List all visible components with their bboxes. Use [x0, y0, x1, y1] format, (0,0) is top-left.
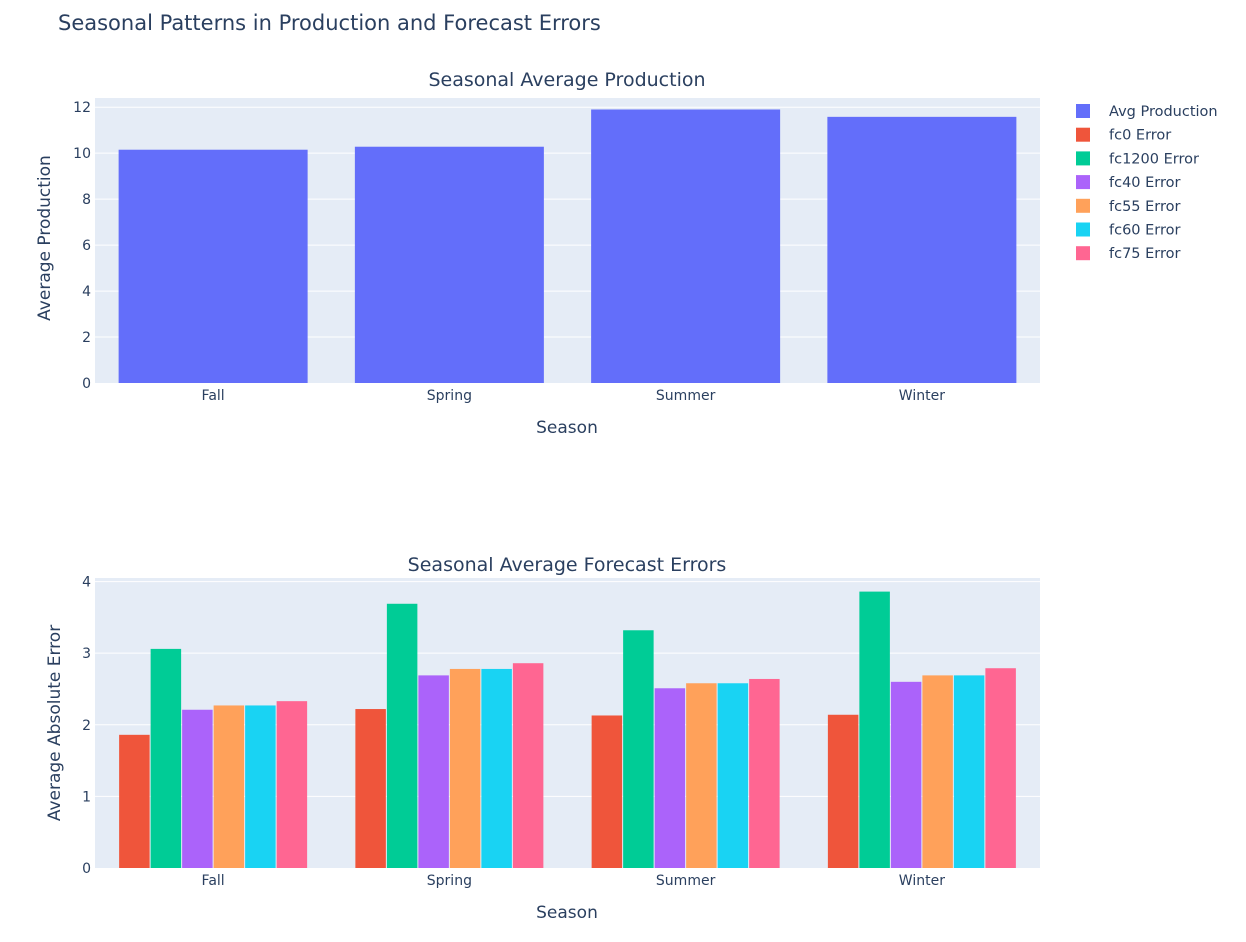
- forecast-error-bar[interactable]: [591, 715, 623, 868]
- forecast-error-bar[interactable]: [150, 648, 182, 868]
- production-y-tick-label: 6: [82, 238, 91, 254]
- forecast-error-bar[interactable]: [355, 709, 386, 868]
- legend-swatch: [1076, 222, 1090, 237]
- production-y-tick-label: 10: [73, 146, 91, 162]
- production-chart: Seasonal Average Production 0 2 4 6 8 10 12 Fa…: [35, 69, 1040, 438]
- forecast-error-y-ticks: 0 1 2 3 4: [82, 575, 91, 877]
- forecast-error-bar[interactable]: [827, 714, 859, 868]
- forecast-error-bar[interactable]: [623, 630, 654, 868]
- legend-item[interactable]: fc60 Error: [1076, 222, 1181, 239]
- forecast-error-bar[interactable]: [245, 705, 276, 868]
- forecast-error-bar[interactable]: [953, 675, 985, 868]
- legend-swatch: [1076, 127, 1090, 142]
- production-y-tick-label: 4: [82, 284, 91, 300]
- forecast-error-bar[interactable]: [418, 675, 449, 868]
- legend-label: fc40 Error: [1109, 175, 1181, 191]
- forecast-error-bar[interactable]: [449, 668, 481, 868]
- forecast-error-bar[interactable]: [512, 663, 544, 868]
- production-y-tick-label: 12: [73, 100, 91, 116]
- forecast-error-x-tick-label: Fall: [202, 873, 225, 889]
- legend-label: Avg Production: [1109, 104, 1218, 120]
- legend-swatch: [1076, 198, 1090, 213]
- production-y-tick-label: 2: [82, 330, 91, 346]
- forecast-error-chart: Seasonal Average Forecast Errors 0 1 2 3 4 F…: [45, 554, 1040, 923]
- legend-label: fc75 Error: [1109, 246, 1181, 262]
- production-bar[interactable]: [591, 109, 781, 383]
- production-x-tick-label: Fall: [202, 388, 225, 404]
- legend-label: fc60 Error: [1109, 223, 1181, 239]
- forecast-error-x-axis-label: Season: [536, 903, 598, 923]
- legend-item[interactable]: fc75 Error: [1076, 246, 1181, 262]
- legend-item[interactable]: Avg Production: [1076, 104, 1218, 120]
- forecast-error-bars: [119, 591, 1016, 868]
- forecast-error-bar[interactable]: [686, 683, 717, 868]
- legend-swatch: [1076, 246, 1090, 261]
- forecast-error-bar[interactable]: [119, 734, 150, 868]
- legend-label: fc1200 Error: [1109, 151, 1199, 167]
- production-y-tick-label: 0: [82, 376, 91, 392]
- figure-title: Seasonal Patterns in Production and Fore…: [58, 11, 601, 35]
- forecast-error-y-tick-label: 2: [82, 718, 91, 734]
- forecast-error-x-tick-label: Spring: [427, 873, 472, 889]
- production-bar[interactable]: [354, 146, 544, 383]
- forecast-error-bar[interactable]: [182, 709, 213, 868]
- forecast-error-bar[interactable]: [922, 675, 953, 868]
- legend-swatch: [1076, 175, 1090, 190]
- legend-label: fc55 Error: [1109, 199, 1181, 215]
- legend-swatch: [1076, 151, 1090, 166]
- production-chart-title: Seasonal Average Production: [428, 69, 705, 91]
- forecast-error-y-tick-label: 4: [82, 575, 91, 591]
- forecast-error-bar[interactable]: [985, 668, 1016, 868]
- forecast-error-x-tick-label: Summer: [656, 873, 716, 889]
- forecast-error-x-ticks: Fall Spring Summer Winter: [202, 873, 946, 889]
- forecast-error-bar[interactable]: [276, 701, 308, 868]
- forecast-error-y-tick-label: 3: [82, 646, 91, 662]
- forecast-error-y-tick-label: 1: [82, 789, 91, 805]
- production-y-tick-label: 8: [82, 192, 91, 208]
- forecast-error-x-tick-label: Winter: [899, 873, 945, 889]
- forecast-error-bar[interactable]: [717, 683, 749, 868]
- legend-item[interactable]: fc0 Error: [1076, 127, 1171, 144]
- production-x-axis-label: Season: [536, 418, 598, 438]
- forecast-error-bar[interactable]: [654, 688, 686, 868]
- legend-item[interactable]: fc55 Error: [1076, 198, 1181, 215]
- legend[interactable]: Avg Production fc0 Error fc1200 Error fc40 …: [1076, 104, 1218, 262]
- legend-item[interactable]: fc40 Error: [1076, 175, 1181, 191]
- forecast-error-y-tick-label: 0: [82, 861, 91, 877]
- forecast-error-bar[interactable]: [213, 705, 245, 868]
- forecast-error-bar[interactable]: [749, 678, 780, 868]
- forecast-error-chart-title: Seasonal Average Forecast Errors: [408, 554, 727, 576]
- legend-item[interactable]: fc1200 Error: [1076, 151, 1199, 167]
- forecast-error-bar[interactable]: [481, 668, 512, 868]
- production-bars: [118, 109, 1017, 383]
- production-y-ticks: 0 2 4 6 8 10 12: [73, 100, 91, 392]
- production-bar[interactable]: [827, 116, 1017, 383]
- production-bar[interactable]: [118, 149, 308, 383]
- production-x-tick-label: Spring: [427, 388, 472, 404]
- forecast-error-bar[interactable]: [859, 591, 890, 868]
- forecast-error-y-axis-label: Average Absolute Error: [45, 625, 65, 821]
- production-x-ticks: Fall Spring Summer Winter: [202, 388, 946, 404]
- production-y-axis-label: Average Production: [35, 155, 55, 321]
- production-x-tick-label: Summer: [656, 388, 716, 404]
- production-x-tick-label: Winter: [899, 388, 945, 404]
- forecast-error-bar[interactable]: [386, 603, 418, 868]
- forecast-error-bar[interactable]: [890, 681, 922, 868]
- legend-swatch: [1076, 104, 1090, 118]
- legend-label: fc0 Error: [1109, 128, 1171, 144]
